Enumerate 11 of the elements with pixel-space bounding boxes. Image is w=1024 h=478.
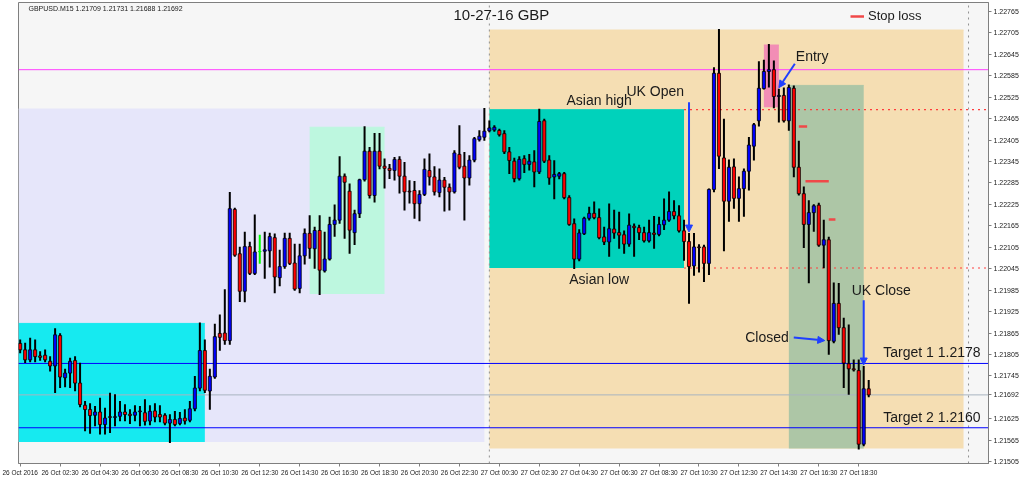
annotation: Entry bbox=[795, 47, 829, 64]
annotation: Target 2 1.2160 bbox=[883, 408, 981, 425]
annotation: Closed bbox=[745, 328, 789, 345]
annotation: UK Close bbox=[851, 282, 912, 299]
candlestick bbox=[23, 342, 28, 364]
chart-title: 10-27-16 GBP bbox=[453, 6, 550, 24]
legend-label: Stop loss bbox=[868, 8, 922, 23]
annotation: Target 1 1.2178 bbox=[883, 344, 981, 361]
candlestick bbox=[851, 359, 856, 372]
candlestick bbox=[252, 214, 257, 276]
annotation: Asian low bbox=[569, 271, 631, 288]
